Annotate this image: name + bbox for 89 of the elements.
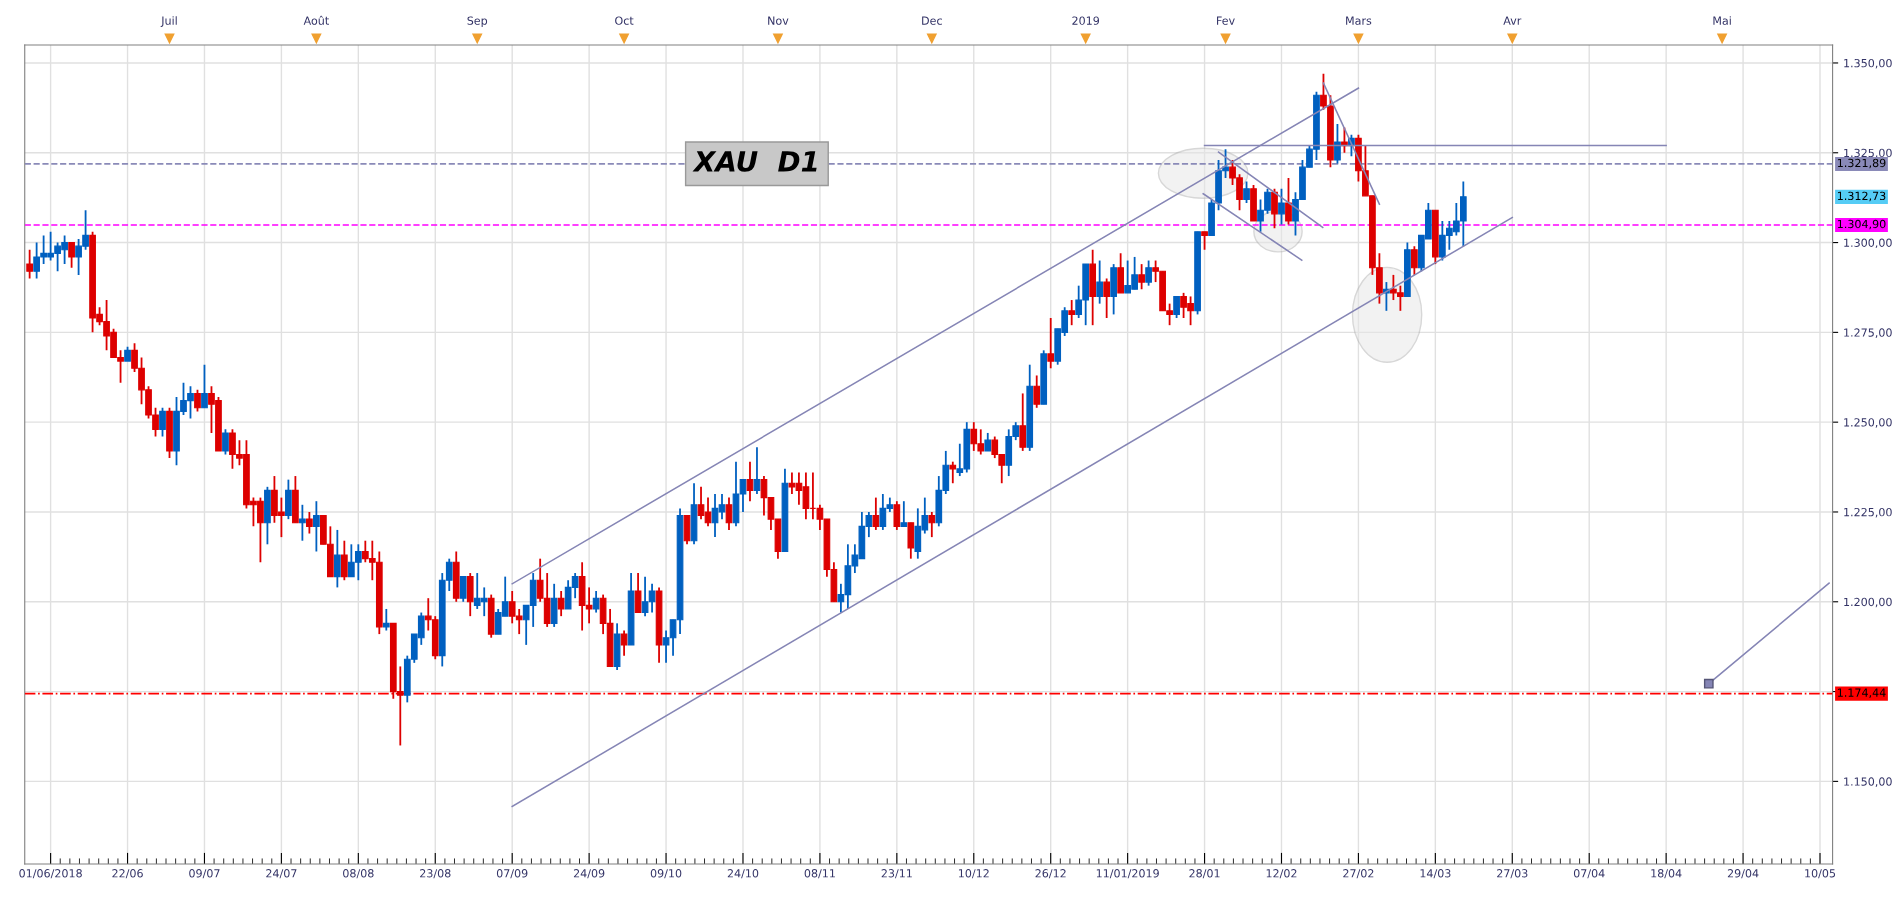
- candlestick: [194, 388, 201, 413]
- candlestick: [557, 590, 565, 618]
- candlestick: [334, 529, 341, 589]
- x-tick-label: 12/02: [1266, 869, 1297, 879]
- x-tick-label: 11/01/2019: [1096, 869, 1159, 879]
- y-tick-label: 1.300,00: [1844, 238, 1892, 249]
- candlestick: [1278, 187, 1285, 226]
- candlestick: [340, 539, 348, 582]
- candlestick: [159, 406, 166, 438]
- y-tick-label: 1.200,00: [1844, 597, 1892, 608]
- text: Mai: [1713, 16, 1731, 25]
- text: 1.312,73: [1837, 191, 1886, 202]
- x-tick-label: 24/10: [727, 869, 759, 879]
- x-tick-label: 24/07: [266, 869, 297, 879]
- x-tick-label: 23/11: [881, 869, 912, 879]
- candlestick: [725, 496, 733, 531]
- x-tick-label: 26/12: [1035, 869, 1066, 879]
- text: Nov: [768, 16, 789, 25]
- candlestick: [893, 500, 901, 531]
- y-tick-label: 1.150,00: [1844, 777, 1892, 787]
- candlestick: [1411, 245, 1418, 276]
- candlestick: [222, 428, 229, 456]
- candlestick: [1033, 374, 1041, 409]
- candlestick: [1019, 392, 1027, 452]
- candlestick: [872, 496, 880, 531]
- text: Avr: [1503, 16, 1522, 25]
- candlestick: [1096, 259, 1104, 305]
- x-tick-label: 07/09: [496, 869, 528, 879]
- text: Juil: [160, 16, 177, 27]
- x-tick-label: 18/04: [1651, 869, 1682, 879]
- candlestick: [313, 500, 320, 553]
- candlestick: [1334, 123, 1341, 165]
- candlestick: [753, 446, 761, 495]
- candlestick: [306, 511, 313, 535]
- x-tick-label: 28/01: [1189, 869, 1220, 879]
- text: Août: [303, 15, 329, 25]
- text: Dec: [922, 16, 942, 25]
- text: Mars: [1346, 16, 1372, 25]
- text: Sep: [467, 16, 488, 27]
- candlestick: [746, 460, 754, 503]
- x-tick-label: 27/03: [1497, 869, 1528, 879]
- candlestick: [201, 363, 208, 409]
- x-tick-label: 27/02: [1343, 869, 1374, 879]
- y-tick-label: 1.225,00: [1844, 507, 1892, 518]
- y-tick-label: 1.325,00: [1844, 148, 1892, 159]
- candlestick: [620, 629, 628, 657]
- x-tick-label: 07/04: [1573, 869, 1605, 879]
- candlestick: [1320, 72, 1327, 111]
- x-tick-label: 08/08: [343, 869, 374, 879]
- candlestick: [949, 460, 957, 485]
- ref-line-label: 1.321,89: [1837, 158, 1886, 169]
- candlestick: [1138, 263, 1145, 291]
- ref-line-label: 1.304,90: [1837, 219, 1886, 230]
- text: Fev: [1217, 16, 1235, 25]
- candlestick: [26, 248, 33, 280]
- x-tick-label: 09/10: [650, 869, 682, 879]
- y-tick-label: 1.275,00: [1844, 328, 1892, 338]
- candlestick: [299, 503, 306, 542]
- x-tick-label: 10/12: [958, 869, 989, 879]
- candlestick: [634, 572, 642, 614]
- x-tick-label: 24/09: [573, 869, 605, 879]
- candlestick: [1271, 187, 1278, 230]
- x-tick-label: 14/03: [1420, 869, 1451, 879]
- y-tick-label: 1.250,00: [1844, 418, 1892, 428]
- x-tick-label: 08/11: [804, 869, 835, 879]
- text: 2019: [1072, 16, 1100, 25]
- x-tick-label: 23/08: [420, 869, 451, 879]
- candlestick: [1103, 277, 1111, 319]
- candlestick: [928, 511, 936, 539]
- text: XAU D1: [692, 151, 817, 172]
- candlestick: [592, 590, 600, 614]
- x-tick-label: 01/06/2018: [19, 869, 82, 879]
- y-tick-label: 1.350,00: [1844, 58, 1892, 69]
- candlestick: [1145, 259, 1152, 287]
- candlestick: [1285, 177, 1292, 226]
- candlestick: [1068, 299, 1076, 327]
- x-tick-label: 29/04: [1727, 869, 1759, 879]
- candlestick: [382, 608, 390, 632]
- candlestick: [459, 575, 467, 603]
- ref-line-label: 1.174,44: [1837, 688, 1886, 698]
- text: Oct: [615, 16, 634, 25]
- candlestick: [900, 500, 908, 528]
- candlestick: [1173, 295, 1180, 319]
- x-tick-label: 09/07: [189, 869, 220, 879]
- candlestick: [1047, 317, 1055, 370]
- candlestick: [1243, 180, 1250, 204]
- candlestick: [68, 241, 75, 269]
- x-tick-label: 22/06: [112, 869, 143, 879]
- x-tick-label: 10/05: [1805, 869, 1836, 879]
